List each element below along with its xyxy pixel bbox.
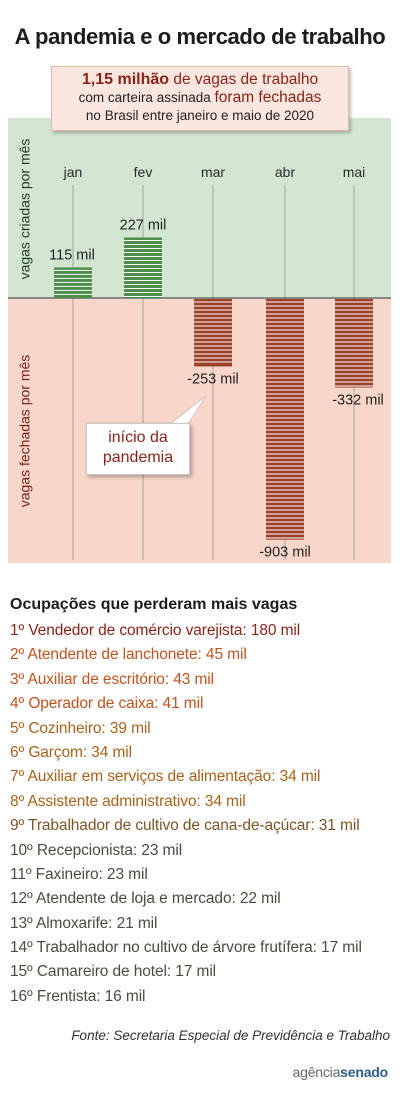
occupation-rank: 9º bbox=[10, 817, 25, 835]
source-note: Fonte: Secretaria Especial de Previdênci… bbox=[71, 1028, 390, 1043]
category-label-mai: mai bbox=[343, 164, 366, 180]
occupation-rank: 11º bbox=[10, 865, 32, 883]
occupation-label: Trabalhador no cultivo de árvore frutífe… bbox=[36, 939, 362, 957]
logo-part2: senado bbox=[340, 1064, 388, 1080]
occupation-item: 7º Auxiliar em serviços de alimentação: … bbox=[10, 765, 362, 789]
pandemic-start-note: início da pandemia bbox=[86, 423, 190, 475]
occupation-rank: 10º bbox=[10, 841, 33, 859]
occupation-item: 15º Camareiro de hotel: 17 mil bbox=[10, 960, 362, 984]
category-label-abr: abr bbox=[275, 164, 296, 180]
occupation-label: Atendente de lanchonete: 45 mil bbox=[27, 646, 247, 664]
summary-text-1: de vagas de trabalho bbox=[169, 71, 319, 88]
occupation-item: 6º Garçom: 34 mil bbox=[10, 741, 362, 765]
category-label-mar: mar bbox=[201, 164, 225, 180]
occupation-item: 12º Atendente de loja e mercado: 22 mil bbox=[10, 887, 362, 911]
summary-callout: 1,15 milhão de vagas de trabalho com car… bbox=[51, 66, 349, 131]
bar-chart: jan 115 mil fev 227 mil mar -253 mil abr -903 m… bbox=[8, 164, 391, 561]
occupation-rank: 1º bbox=[10, 622, 25, 639]
occupation-label: Camareiro de hotel: 17 mil bbox=[36, 963, 217, 981]
occupation-item: 5º Cozinheiro: 39 mil bbox=[10, 717, 362, 741]
occupation-label: Auxiliar de escritório: 43 mil bbox=[27, 670, 214, 688]
occupation-item: 16º Frentista: 16 mil bbox=[10, 985, 362, 1009]
occupation-item: 14º Trabalhador no cultivo de árvore fru… bbox=[10, 936, 362, 960]
occupation-rank: 6º bbox=[10, 743, 25, 761]
page-title: A pandemia e o mercado de trabalho bbox=[14, 24, 386, 49]
value-label-jan: 115 mil bbox=[49, 247, 95, 263]
occupation-label: Almoxarife: 21 mil bbox=[35, 914, 158, 932]
occupation-item: 9º Trabalhador de cultivo de cana-de-açú… bbox=[10, 814, 362, 838]
value-label-mar: -253 mil bbox=[187, 371, 239, 387]
bar-fev bbox=[124, 237, 162, 298]
category-label-jan: jan bbox=[63, 164, 83, 180]
agency-logo: agênciasenado bbox=[292, 1064, 389, 1080]
occupation-label: Atendente de loja e mercado: 22 mil bbox=[35, 890, 281, 908]
occupation-rank: 12º bbox=[10, 890, 33, 908]
occupation-item: 1º Vendedor de comércio varejista: 180 m… bbox=[10, 619, 362, 643]
occupation-item: 8º Assistente administrativo: 34 mil bbox=[10, 790, 362, 814]
note-pointer bbox=[168, 395, 207, 425]
occupation-label: Assistente administrativo: 34 mil bbox=[27, 792, 246, 810]
occupation-label: Vendedor de comércio varejista: 180 mil bbox=[28, 622, 301, 639]
occupation-rank: 5º bbox=[10, 719, 25, 737]
value-label-mai: -332 mil bbox=[332, 392, 384, 408]
occupation-label: Auxiliar em serviços de alimentação: 34 … bbox=[27, 768, 321, 786]
occupation-rank: 4º bbox=[10, 695, 25, 713]
value-label-abr: -903 mil bbox=[259, 545, 311, 561]
occupation-rank: 14º bbox=[10, 939, 33, 957]
category-label-fev: fev bbox=[134, 164, 153, 180]
occupation-item: 4º Operador de caixa: 41 mil bbox=[10, 692, 362, 716]
occupation-label: Cozinheiro: 39 mil bbox=[28, 719, 151, 737]
summary-text-4: no Brasil entre janeiro e maio de 2020 bbox=[85, 108, 315, 123]
occupation-label: Faxineiro: 23 mil bbox=[35, 865, 148, 883]
occupations-title: Ocupações que perderam mais vagas bbox=[10, 596, 298, 613]
occupation-rank: 13º bbox=[10, 914, 33, 932]
occupation-item: 13º Almoxarife: 21 mil bbox=[10, 912, 362, 936]
occupation-item: 2º Atendente de lanchonete: 45 mil bbox=[10, 643, 362, 667]
bar-abr bbox=[266, 299, 304, 540]
occupation-label: Recepcionista: 23 mil bbox=[36, 841, 183, 859]
occupation-item: 10º Recepcionista: 23 mil bbox=[10, 839, 362, 863]
occupations-list: 1º Vendedor de comércio varejista: 180 m… bbox=[10, 619, 362, 1009]
occupation-rank: 15º bbox=[10, 963, 33, 981]
occupation-rank: 2º bbox=[10, 646, 25, 664]
bar-mar bbox=[194, 299, 232, 367]
occupation-rank: 8º bbox=[10, 792, 25, 810]
occupation-label: Operador de caixa: 41 mil bbox=[28, 695, 204, 713]
summary-text-3: foram fechadas bbox=[214, 89, 322, 106]
occupation-rank: 3º bbox=[10, 670, 25, 688]
logo-part1: agência bbox=[292, 1064, 341, 1080]
occupation-rank: 16º bbox=[10, 987, 33, 1005]
occupation-label: Garçom: 34 mil bbox=[28, 743, 132, 761]
occupation-item: 11º Faxineiro: 23 mil bbox=[10, 863, 362, 887]
occupation-label: Frentista: 16 mil bbox=[36, 987, 146, 1005]
occupation-label: Trabalhador de cultivo de cana-de-açúcar… bbox=[28, 817, 360, 835]
occupation-item: 3º Auxiliar de escritório: 43 mil bbox=[10, 668, 362, 692]
summary-highlight: 1,15 milhão bbox=[81, 71, 170, 88]
occupation-rank: 7º bbox=[10, 768, 25, 786]
summary-text-2: com carteira assinada bbox=[78, 90, 215, 105]
value-label-fev: 227 mil bbox=[120, 218, 167, 234]
